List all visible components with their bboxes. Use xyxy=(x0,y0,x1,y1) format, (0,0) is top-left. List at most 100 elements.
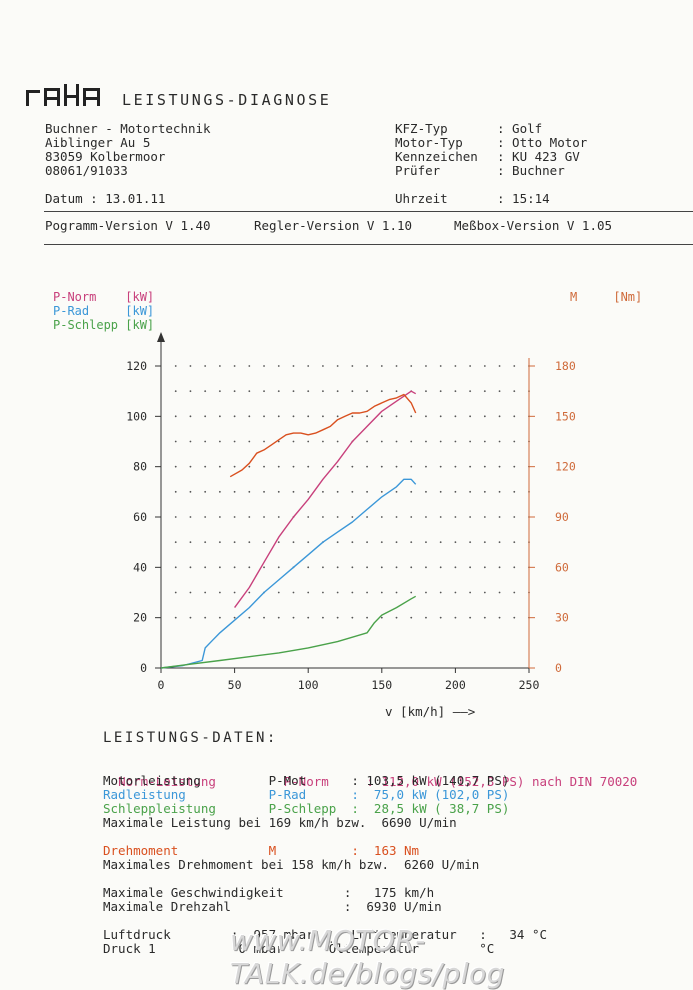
grid-dot xyxy=(336,591,339,594)
y-right-tick-label: 30 xyxy=(555,611,569,625)
grid-dot xyxy=(248,616,251,619)
grid-dot xyxy=(498,591,501,594)
grid-dot xyxy=(233,490,236,493)
grid-dot xyxy=(439,390,442,393)
x-tick-label: 0 xyxy=(158,678,165,692)
grid-dot xyxy=(469,566,472,569)
grid-dot xyxy=(292,365,295,367)
grid-dot xyxy=(218,566,221,569)
grid-dot xyxy=(513,616,516,619)
grid-dot xyxy=(204,591,207,594)
grid-dot xyxy=(292,390,295,393)
grid-dot xyxy=(410,440,413,443)
grid-dot xyxy=(322,440,324,443)
grid-dot xyxy=(336,390,339,393)
grid-dot xyxy=(277,616,280,619)
grid-dot xyxy=(498,516,501,518)
grid-dot xyxy=(425,591,427,594)
grid-dot xyxy=(322,591,324,594)
grid-dot xyxy=(204,390,207,393)
grid-dot xyxy=(454,516,457,518)
row-druck1: Druck 1 0 mbar Öltemperatur °C xyxy=(103,941,495,956)
legend-pschlepp: P-Schlepp [kW] xyxy=(53,318,155,332)
grid-dot xyxy=(307,616,310,619)
grid-dot xyxy=(351,566,354,569)
grid-dot xyxy=(174,591,177,594)
row-drehmoment: Drehmoment M : 163 Nm xyxy=(103,843,420,858)
motor-label: Motor-Typ xyxy=(395,135,463,150)
grid-dot xyxy=(483,616,486,619)
grid-dot xyxy=(277,390,280,393)
chart-axes xyxy=(157,332,530,669)
grid-dot xyxy=(483,490,486,493)
grid-dot xyxy=(498,440,501,443)
grid-dot xyxy=(483,566,486,569)
grid-dot xyxy=(204,566,207,569)
y-left-tick-label: 100 xyxy=(126,409,147,423)
kfz-label: KFZ-Typ xyxy=(395,121,448,136)
grid-dot xyxy=(410,465,413,468)
grid-dot xyxy=(425,390,427,393)
grid-dot xyxy=(366,566,368,569)
grid-dot xyxy=(322,566,324,569)
grid-dot xyxy=(366,365,368,367)
grid-dot xyxy=(233,616,236,619)
legend-prad: P-Rad [kW] xyxy=(53,304,155,318)
kennzeichen-value: : KU 423 GV xyxy=(497,149,580,164)
grid-dot xyxy=(351,541,354,544)
grid-dot xyxy=(395,516,398,518)
grid-dot xyxy=(292,490,295,493)
grid-dot xyxy=(395,541,398,544)
grid-dot xyxy=(454,365,457,367)
grid-dot xyxy=(513,415,516,418)
grid-dot xyxy=(395,490,398,493)
grid-dot xyxy=(248,365,251,367)
grid-dot xyxy=(469,365,472,367)
grid-dot xyxy=(513,465,516,468)
grid-dot xyxy=(439,415,442,418)
grid-dot xyxy=(174,490,177,493)
grid-dot xyxy=(307,465,310,468)
grid-dot xyxy=(439,516,442,518)
row-schleppleistung: Schleppleistung P-Schlepp : 28,5 kW ( 38… xyxy=(103,801,510,816)
grid-dot xyxy=(366,490,368,493)
y-axis-arrow xyxy=(157,332,165,342)
grid-dot xyxy=(498,566,501,569)
grid-dot xyxy=(513,566,516,569)
grid-dot xyxy=(292,415,295,418)
grid-dot xyxy=(248,591,251,594)
x-tick-label: 150 xyxy=(371,678,392,692)
grid-dot xyxy=(322,365,324,367)
grid-dot xyxy=(322,516,324,518)
grid-dot xyxy=(204,415,207,418)
grid-dot xyxy=(351,390,354,393)
grid-dot xyxy=(513,365,516,367)
grid-dot xyxy=(483,365,486,367)
grid-dot xyxy=(513,516,516,518)
grid-dot xyxy=(425,566,427,569)
grid-dot xyxy=(263,516,265,518)
grid-dot xyxy=(263,541,265,544)
grid-dot xyxy=(469,541,472,544)
grid-dot xyxy=(189,415,192,418)
y-right-tick-label: 180 xyxy=(555,359,576,373)
company-name: Buchner - Motortechnik xyxy=(45,121,211,136)
grid-dot xyxy=(307,566,310,569)
grid-dot xyxy=(366,591,368,594)
grid-dot xyxy=(307,591,310,594)
grid-dot xyxy=(174,616,177,619)
grid-dot xyxy=(351,490,354,493)
grid-dot xyxy=(454,390,457,393)
grid-dot xyxy=(336,465,339,468)
row-max-drehzahl: Maximale Drehzahl : 6930 U/min xyxy=(103,899,442,914)
y-right-tick-label: 150 xyxy=(555,409,576,423)
grid-dot xyxy=(336,490,339,493)
grid-dot xyxy=(498,541,501,544)
grid-dot xyxy=(233,390,236,393)
grid-dot xyxy=(498,490,501,493)
grid-dot xyxy=(307,390,310,393)
grid-dot xyxy=(263,566,265,569)
grid-dot xyxy=(336,541,339,544)
grid-dot xyxy=(233,541,236,544)
grid-dot xyxy=(248,465,251,468)
